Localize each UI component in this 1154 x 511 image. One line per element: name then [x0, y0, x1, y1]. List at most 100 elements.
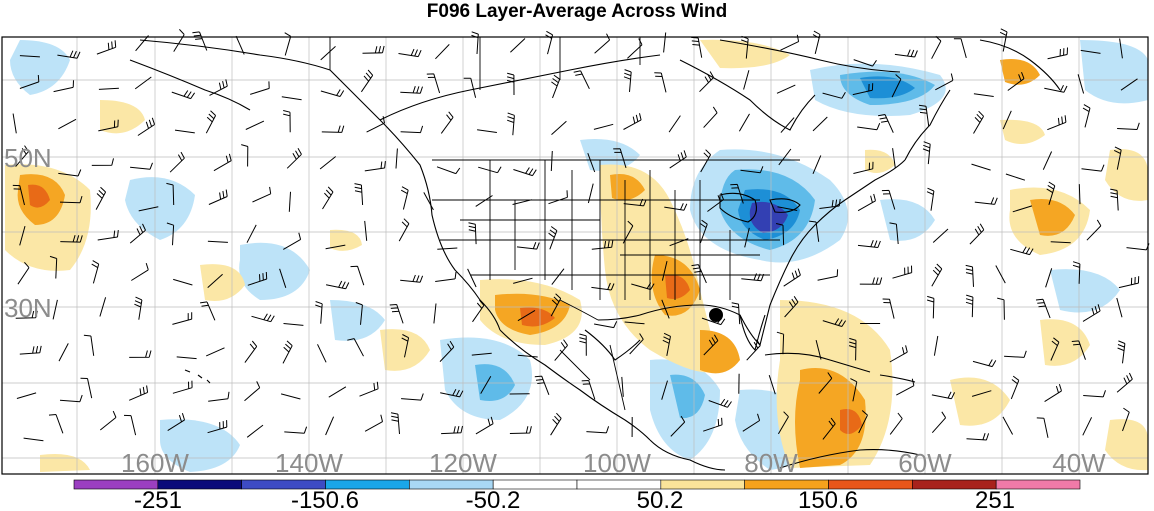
wind-barb	[783, 268, 801, 287]
wind-barb	[513, 277, 533, 284]
wind-barb	[699, 219, 708, 244]
wind-barb	[1012, 205, 1033, 213]
wind-barb	[661, 299, 670, 319]
wind-barb	[1080, 49, 1101, 54]
wind-barb	[661, 380, 668, 400]
wind-barb	[1050, 337, 1060, 361]
wind-barb	[200, 301, 216, 321]
wind-barb	[1044, 84, 1068, 93]
wind-barb	[691, 264, 707, 284]
wind-barb	[853, 161, 874, 174]
wind-barb	[1119, 38, 1123, 59]
wind-barb	[58, 343, 69, 362]
wind-barb	[513, 167, 537, 177]
wind-barb	[246, 224, 257, 243]
wind-barb	[1082, 104, 1091, 128]
wind-barb	[96, 40, 117, 55]
wind-barb	[896, 378, 915, 396]
wind-barb	[1116, 297, 1123, 318]
wind-barb	[58, 169, 82, 177]
wind-barb	[743, 70, 750, 90]
wind-barb	[550, 412, 562, 436]
wind-barb	[664, 203, 688, 211]
wind-barb	[48, 414, 64, 434]
wind-barb	[16, 392, 37, 399]
lon-label-40w: 40W	[1052, 448, 1106, 478]
wind-barb	[586, 426, 610, 434]
wind-barb	[19, 225, 26, 246]
colorbar-label-1: -251	[134, 487, 182, 511]
wind-barb	[579, 333, 587, 356]
wind-barb	[931, 263, 943, 287]
wind-barb	[326, 280, 350, 290]
wind-barb	[591, 240, 614, 250]
wind-barb	[471, 352, 492, 356]
wind-barb	[594, 321, 618, 329]
wind-barb	[1002, 110, 1012, 130]
wind-barb	[171, 90, 196, 100]
lon-label-60w: 60W	[898, 448, 952, 478]
wind-barb	[550, 293, 562, 317]
wind-barb	[467, 268, 477, 288]
wind-barb	[1047, 115, 1067, 131]
wind-barb	[708, 398, 732, 408]
wind-barb	[775, 223, 785, 246]
wind-barb	[670, 415, 686, 437]
wind-barb	[662, 332, 671, 356]
wind-barb	[400, 186, 409, 210]
wind-barb	[776, 84, 796, 94]
wind-barb	[971, 163, 991, 171]
wind-barb	[440, 111, 454, 134]
wind-barb	[317, 344, 327, 363]
wind-barb	[19, 74, 40, 89]
wind-barb	[364, 161, 386, 172]
wind-barb	[135, 35, 149, 52]
wind-barb	[554, 339, 568, 361]
wind-barb	[889, 345, 908, 363]
colorbar-label-4: 50.2	[637, 487, 684, 511]
wind-barb	[593, 123, 614, 130]
wind-barb	[926, 187, 935, 211]
wind-barb	[437, 247, 458, 250]
wind-barb	[83, 334, 95, 356]
wind-barb	[426, 73, 441, 94]
wind-barb	[892, 265, 913, 279]
wind-barb	[507, 112, 515, 136]
wind-barb	[1002, 416, 1014, 435]
wind-barb	[480, 376, 492, 394]
wind-barb	[972, 359, 997, 368]
wind-barb	[581, 380, 596, 400]
wind-barb	[551, 268, 565, 285]
wind-barb	[703, 417, 723, 432]
colorbar-label-5: 150.6	[798, 487, 858, 511]
wind-barb	[510, 38, 526, 53]
wind-barb	[99, 297, 107, 317]
wind-barb	[284, 32, 292, 56]
wind-barb	[881, 189, 896, 210]
wind-barb	[809, 220, 820, 242]
wind-barb	[400, 86, 423, 94]
wind-barb	[509, 426, 532, 434]
wind-barb	[922, 141, 931, 165]
wind-barb	[58, 118, 77, 130]
wind-barb	[965, 264, 974, 287]
wind-barb	[436, 166, 461, 175]
wind-barb	[213, 153, 232, 172]
map-title: F096 Layer-Average Across Wind	[426, 1, 728, 22]
wind-barb	[80, 377, 93, 399]
wind-barb	[138, 206, 159, 212]
wind-barb	[130, 162, 153, 170]
wind-barb	[207, 273, 223, 288]
wind-barb	[780, 34, 800, 51]
wind-barb	[347, 338, 364, 357]
wind-barb	[551, 120, 567, 135]
wind-barb	[423, 192, 434, 211]
wind-barb	[587, 153, 596, 173]
wind-barb	[12, 184, 25, 206]
wind-barb	[731, 302, 741, 325]
wind-barb	[966, 433, 990, 441]
wind-barb	[91, 158, 114, 166]
wind-barb	[969, 223, 985, 245]
wind-barb	[889, 222, 899, 245]
wind-barb	[209, 79, 228, 96]
